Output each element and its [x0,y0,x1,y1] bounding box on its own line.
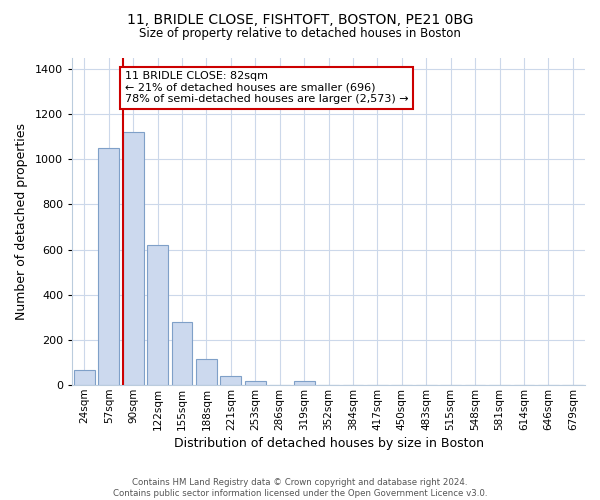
Bar [245,380,266,385]
Text: 11, BRIDLE CLOSE, FISHTOFT, BOSTON, PE21 0BG: 11, BRIDLE CLOSE, FISHTOFT, BOSTON, PE21… [127,12,473,26]
Y-axis label: Number of detached properties: Number of detached properties [15,123,28,320]
Bar [98,148,119,385]
Bar [220,376,241,385]
Bar [294,380,314,385]
Bar [123,132,143,385]
Bar [196,359,217,385]
Bar [172,322,193,385]
Text: Size of property relative to detached houses in Boston: Size of property relative to detached ho… [139,28,461,40]
Bar [74,370,95,385]
X-axis label: Distribution of detached houses by size in Boston: Distribution of detached houses by size … [173,437,484,450]
Text: 11 BRIDLE CLOSE: 82sqm
← 21% of detached houses are smaller (696)
78% of semi-de: 11 BRIDLE CLOSE: 82sqm ← 21% of detached… [125,71,408,104]
Bar [147,245,168,385]
Text: Contains HM Land Registry data © Crown copyright and database right 2024.
Contai: Contains HM Land Registry data © Crown c… [113,478,487,498]
